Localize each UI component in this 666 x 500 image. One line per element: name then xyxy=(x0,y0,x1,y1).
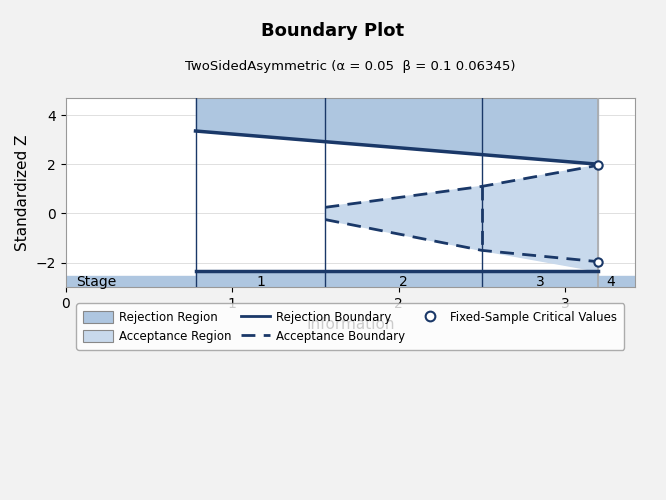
Text: Stage: Stage xyxy=(76,275,116,289)
Text: 1: 1 xyxy=(256,275,265,289)
Polygon shape xyxy=(482,165,599,272)
Title: TwoSidedAsymmetric (α = 0.05  β = 0.1 0.06345): TwoSidedAsymmetric (α = 0.05 β = 0.1 0.0… xyxy=(185,60,515,73)
X-axis label: Information: Information xyxy=(306,316,395,332)
Polygon shape xyxy=(326,186,482,250)
Polygon shape xyxy=(196,272,599,276)
Text: 2: 2 xyxy=(400,275,408,289)
Polygon shape xyxy=(196,98,599,164)
Text: 3: 3 xyxy=(536,275,545,289)
Text: 4: 4 xyxy=(607,275,615,289)
Legend: Rejection Region, Acceptance Region, Rejection Boundary, Acceptance Boundary, Fi: Rejection Region, Acceptance Region, Rej… xyxy=(77,304,624,350)
Text: Boundary Plot: Boundary Plot xyxy=(262,22,404,40)
Y-axis label: Standardized Z: Standardized Z xyxy=(15,134,30,251)
